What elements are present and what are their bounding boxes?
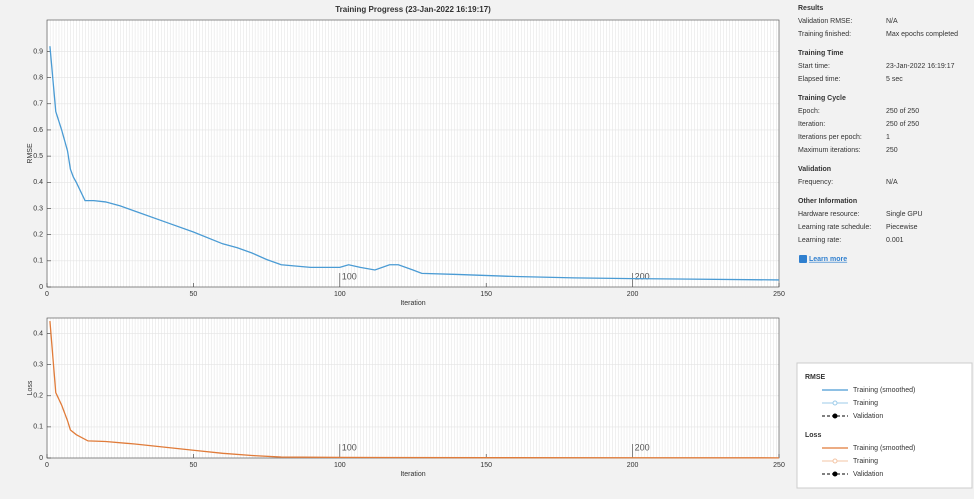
epoch-label: 100 <box>342 271 357 281</box>
legend-label: Training <box>853 400 878 407</box>
y-tick-label: 0.8 <box>33 74 43 81</box>
y-tick-label: 0.1 <box>33 258 43 265</box>
epoch-label: 100 <box>342 442 357 452</box>
info-value: 5 sec <box>886 76 903 83</box>
x-tick-label: 250 <box>773 462 785 469</box>
info-label: Epoch: <box>798 108 820 115</box>
info-value: N/A <box>886 18 898 25</box>
info-value: N/A <box>886 179 898 186</box>
y-tick-label: 0 <box>39 455 43 462</box>
y-tick-label: 0.5 <box>33 153 43 160</box>
x-tick-label: 200 <box>627 291 639 298</box>
info-label: Validation RMSE: <box>798 18 852 25</box>
info-value: 250 of 250 <box>886 108 919 115</box>
info-label: Maximum iterations: <box>798 147 861 154</box>
info-icon[interactable] <box>799 255 807 263</box>
info-value: 1 <box>886 134 890 141</box>
epoch-stripes <box>47 20 779 287</box>
x-tick-label: 100 <box>334 291 346 298</box>
legend-label: Validation <box>853 413 883 420</box>
info-label: Iteration: <box>798 121 825 128</box>
y-tick-label: 0.4 <box>33 330 43 337</box>
info-value: 23-Jan-2022 16:19:17 <box>886 63 955 70</box>
info-label: Learning rate schedule: <box>798 224 871 231</box>
series-line <box>49 46 780 281</box>
section-heading: Training Cycle <box>798 95 846 102</box>
info-value: 250 <box>886 147 898 154</box>
info-label: Frequency: <box>798 179 833 186</box>
info-value: Max epochs completed <box>886 31 958 38</box>
y-tick-label: 0.3 <box>33 362 43 369</box>
info-label: Hardware resource: <box>798 211 860 218</box>
info-label: Iterations per epoch: <box>798 134 862 141</box>
legend-label: Training <box>853 458 878 465</box>
legend-marker <box>832 471 838 477</box>
legend-label: Validation <box>853 471 883 478</box>
x-tick-label: 200 <box>627 462 639 469</box>
window-title: Training Progress (23-Jan-2022 16:19:17) <box>335 5 491 14</box>
y-tick-label: 0.2 <box>33 393 43 400</box>
series-line <box>49 321 780 459</box>
learn-more-link[interactable]: Learn more <box>809 256 847 263</box>
info-label: Learning rate: <box>798 237 841 244</box>
y-tick-label: 0.1 <box>33 424 43 431</box>
x-tick-label: 0 <box>45 291 49 298</box>
y-tick-label: 0.9 <box>33 48 43 55</box>
epoch-label: 200 <box>635 271 650 281</box>
x-tick-label: 150 <box>480 291 492 298</box>
legend-marker <box>832 458 838 464</box>
info-label: Elapsed time: <box>798 76 840 83</box>
section-heading: Results <box>798 5 823 12</box>
x-axis-label: Iteration <box>400 300 425 307</box>
info-value: 250 of 250 <box>886 121 919 128</box>
y-axis-label: RMSE <box>27 143 34 164</box>
x-tick-label: 100 <box>334 462 346 469</box>
y-axis-label: Loss <box>27 380 34 395</box>
y-tick-label: 0.2 <box>33 231 43 238</box>
y-tick-label: 0 <box>39 284 43 291</box>
legend-heading: RMSE <box>805 374 826 381</box>
plot-frame <box>46 19 780 288</box>
y-tick-label: 0.7 <box>33 101 43 108</box>
info-label: Training finished: <box>798 31 851 38</box>
epoch-stripes <box>47 318 779 458</box>
info-value: Piecewise <box>886 224 918 231</box>
x-tick-label: 0 <box>45 462 49 469</box>
x-tick-label: 50 <box>190 462 198 469</box>
legend-marker <box>832 413 838 419</box>
section-heading: Training Time <box>798 50 843 57</box>
legend-label: Training (smoothed) <box>853 387 915 394</box>
x-tick-label: 50 <box>190 291 198 298</box>
x-axis-label: Iteration <box>400 471 425 478</box>
legend-heading: Loss <box>805 432 821 439</box>
info-value: 0.001 <box>886 237 904 244</box>
x-tick-label: 150 <box>480 462 492 469</box>
section-heading: Other Information <box>798 198 857 205</box>
y-tick-label: 0.6 <box>33 127 43 134</box>
y-tick-label: 0.3 <box>33 205 43 212</box>
y-tick-label: 0.4 <box>33 179 43 186</box>
x-tick-label: 250 <box>773 291 785 298</box>
legend-box <box>796 362 973 489</box>
legend-label: Training (smoothed) <box>853 445 915 452</box>
section-heading: Validation <box>798 166 831 173</box>
info-label: Start time: <box>798 63 830 70</box>
epoch-label: 200 <box>635 442 650 452</box>
info-value: Single GPU <box>886 211 923 218</box>
legend-marker <box>832 400 838 406</box>
